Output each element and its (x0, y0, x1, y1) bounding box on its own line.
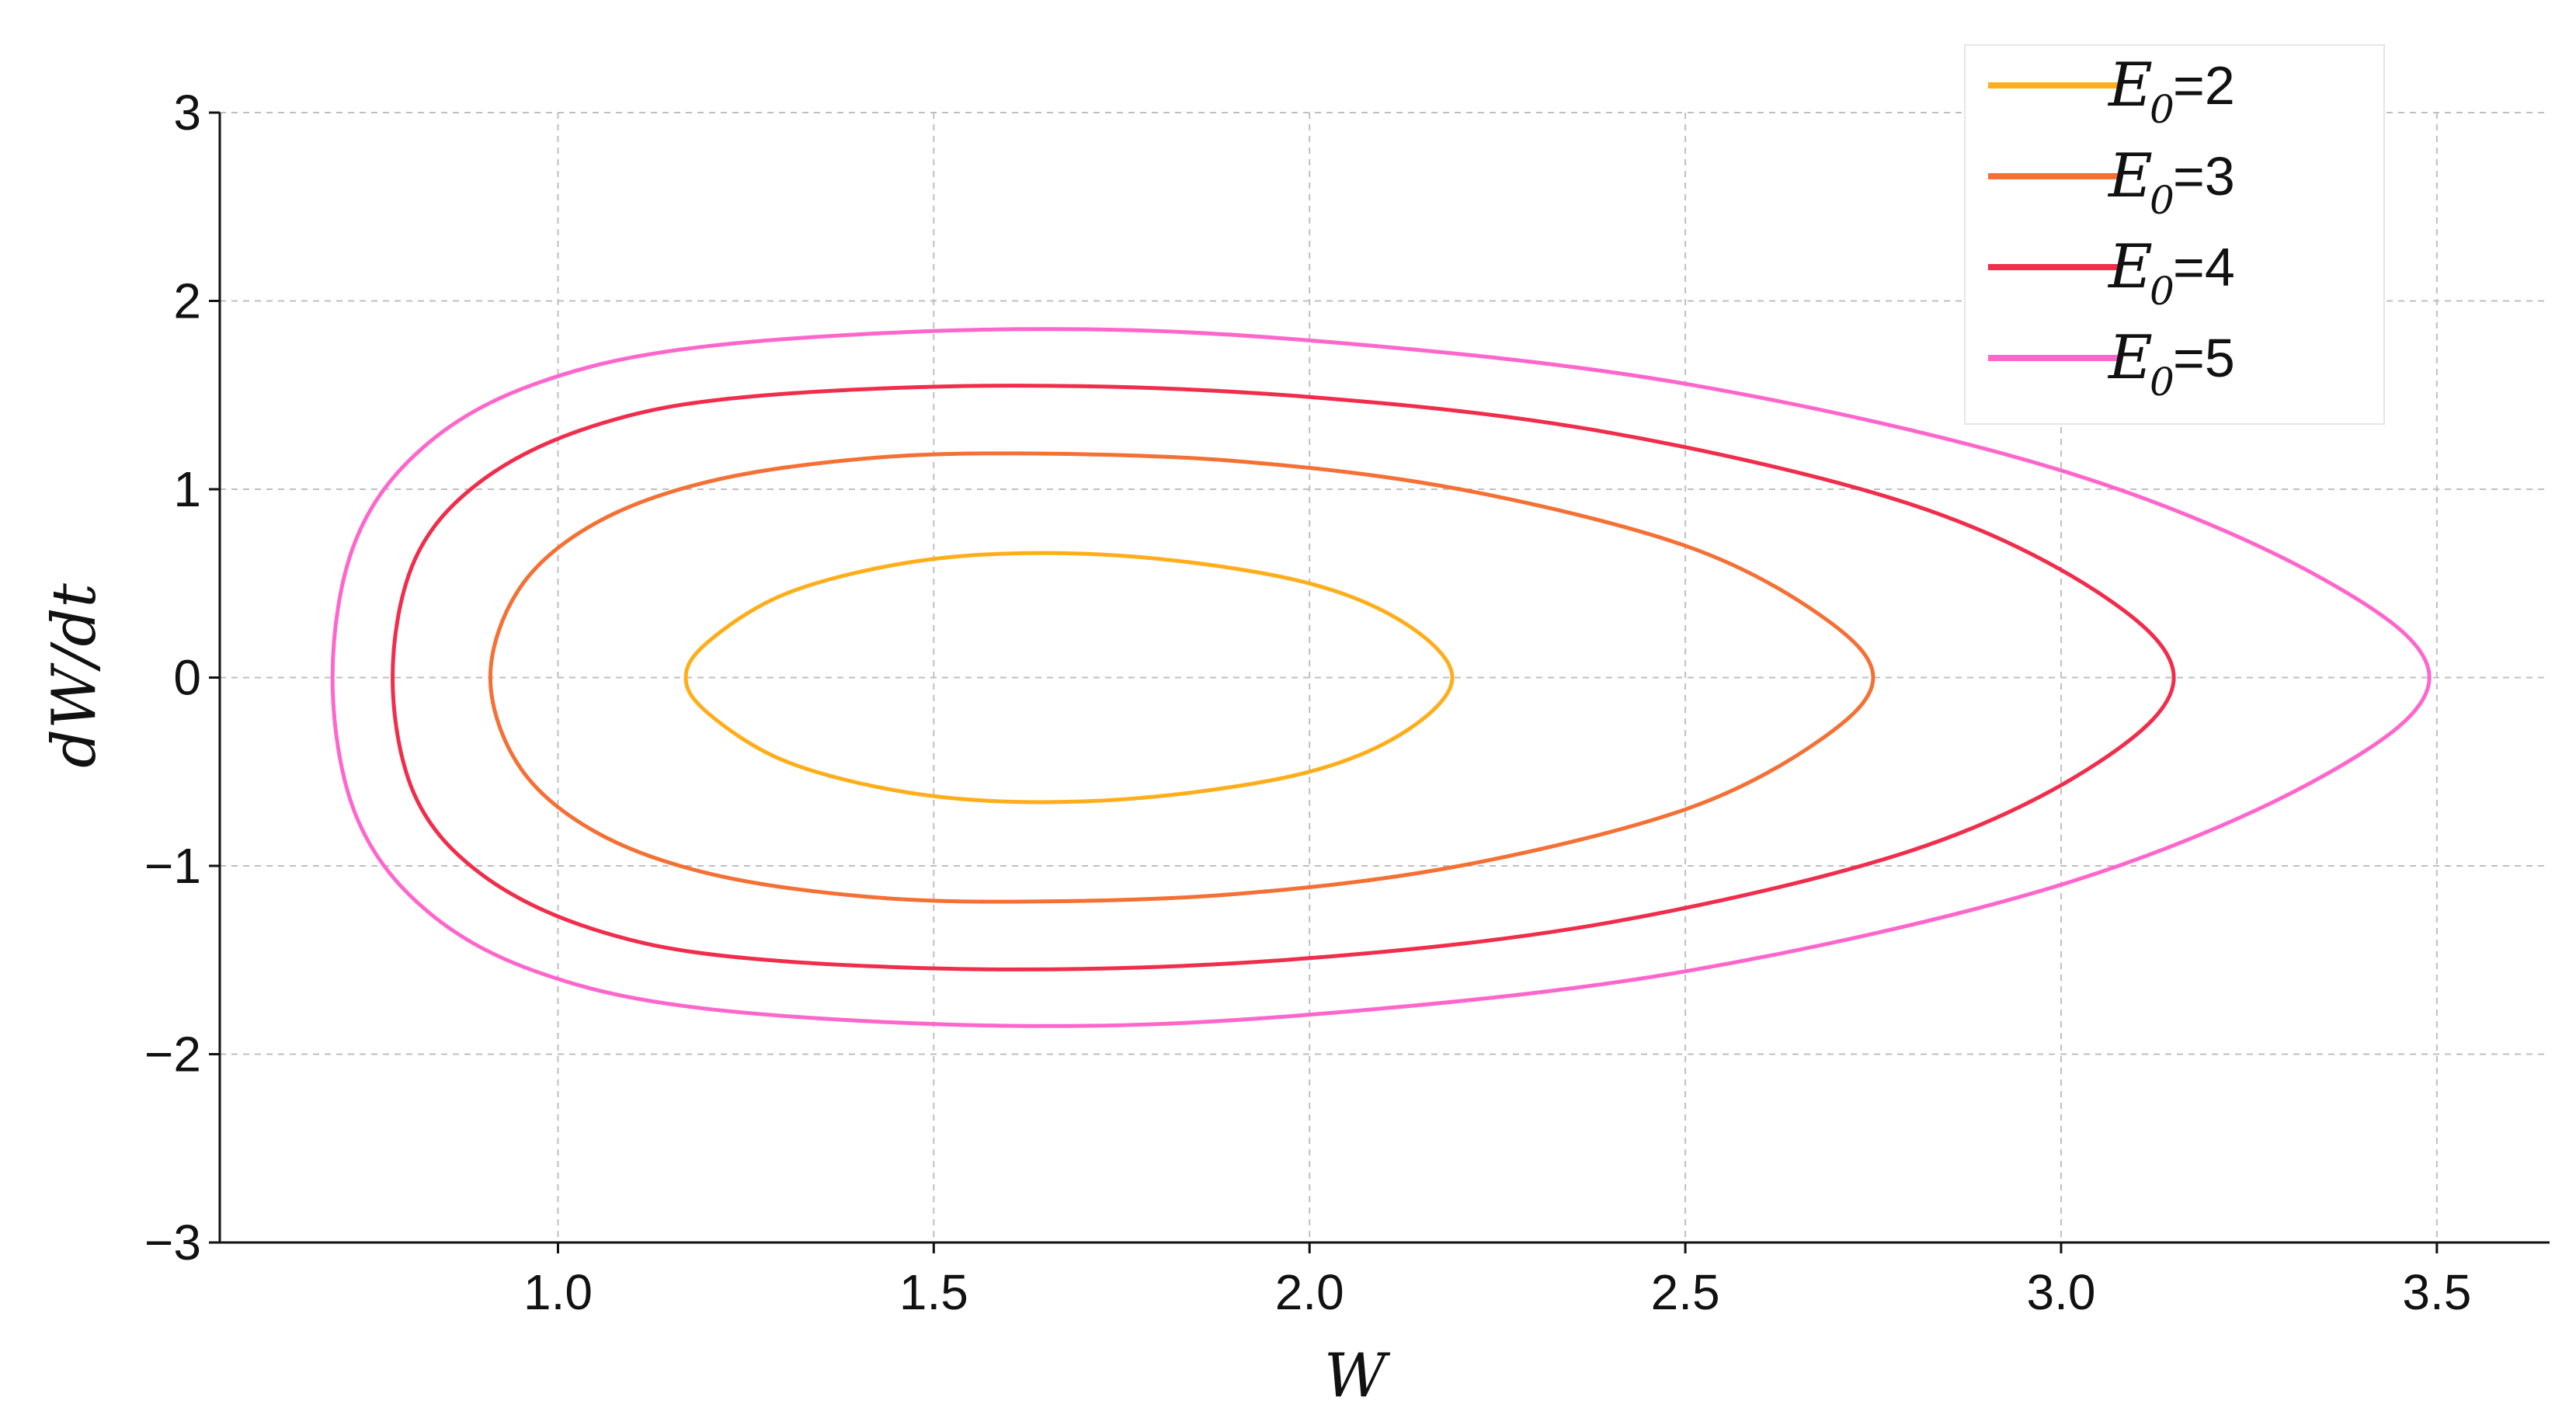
legend-value: =4 (2173, 237, 2235, 297)
legend-symbol: E (2107, 141, 2153, 211)
series-line-1 (683, 551, 1455, 805)
tick-labels: 1.0 1.5 2.0 2.5 3.0 3.5 −3 −2 −1 0 1 2 3 (144, 85, 2471, 1320)
legend-value: =3 (2173, 146, 2235, 207)
y-tick-label: −2 (144, 1027, 201, 1083)
series-line-2 (488, 451, 1876, 904)
legend-symbol: E (2107, 323, 2153, 393)
legend-subscript: 0 (2150, 87, 2174, 132)
x-tick-label: 3.5 (2402, 1264, 2471, 1320)
y-tick-label: 3 (173, 85, 201, 141)
x-tick-label: 2.0 (1275, 1264, 1344, 1320)
y-axis-label: dW/dt (40, 583, 110, 768)
y-tick-label: −1 (144, 838, 201, 894)
legend-subscript: 0 (2150, 178, 2174, 223)
x-tick-label: 1.5 (899, 1264, 968, 1320)
x-tick-label: 3.0 (2026, 1264, 2095, 1320)
axes (209, 111, 2550, 1253)
x-tick-label: 1.0 (523, 1264, 593, 1320)
series-line-4 (330, 327, 2432, 1028)
legend-subscript: 0 (2150, 269, 2174, 314)
legend-value: =5 (2173, 328, 2235, 388)
y-tick-label: 2 (173, 273, 201, 329)
legend-value: =2 (2173, 55, 2235, 116)
y-tick-label: −3 (144, 1215, 201, 1270)
x-tick-label: 2.5 (1651, 1264, 1720, 1320)
legend: E0 =2E0 =3E0 =4E0 =5 (1964, 44, 2385, 425)
legend-symbol: E (2107, 232, 2153, 302)
series-line-3 (391, 384, 2176, 971)
series-lines (330, 327, 2432, 1028)
y-tick-label: 0 (173, 650, 201, 706)
legend-symbol: E (2107, 50, 2153, 120)
x-axis-label: W (1324, 1341, 1391, 1411)
y-tick-label: 1 (173, 461, 201, 517)
legend-subscript: 0 (2150, 360, 2174, 405)
